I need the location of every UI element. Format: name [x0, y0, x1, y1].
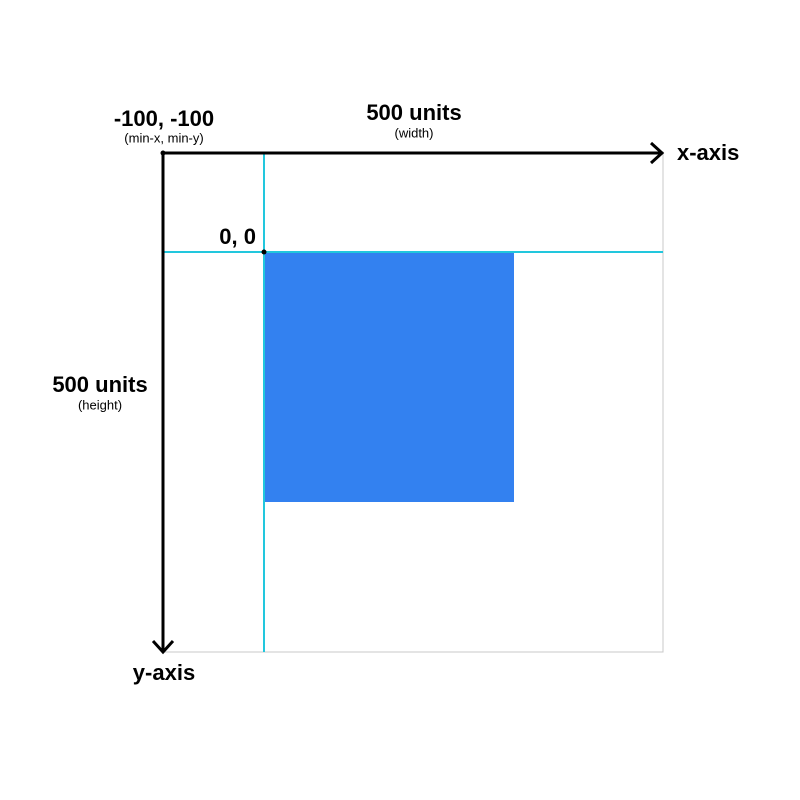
- height-note: (height): [78, 397, 122, 412]
- y-axis-arrow: [151, 639, 175, 655]
- origin-note: (min-x, min-y): [124, 130, 203, 145]
- origin-dot: [160, 150, 166, 156]
- width-label: 500 units: [366, 100, 461, 125]
- zero-label: 0, 0: [219, 224, 256, 249]
- blue-square: [264, 252, 514, 502]
- zero-dot: [261, 249, 267, 255]
- width-note: (width): [394, 125, 433, 140]
- height-label: 500 units: [52, 372, 147, 397]
- x-axis-arrow: [649, 141, 665, 165]
- x-axis-label: x-axis: [677, 140, 739, 165]
- y-axis-label: y-axis: [133, 660, 195, 685]
- origin-label: -100, -100: [114, 106, 214, 131]
